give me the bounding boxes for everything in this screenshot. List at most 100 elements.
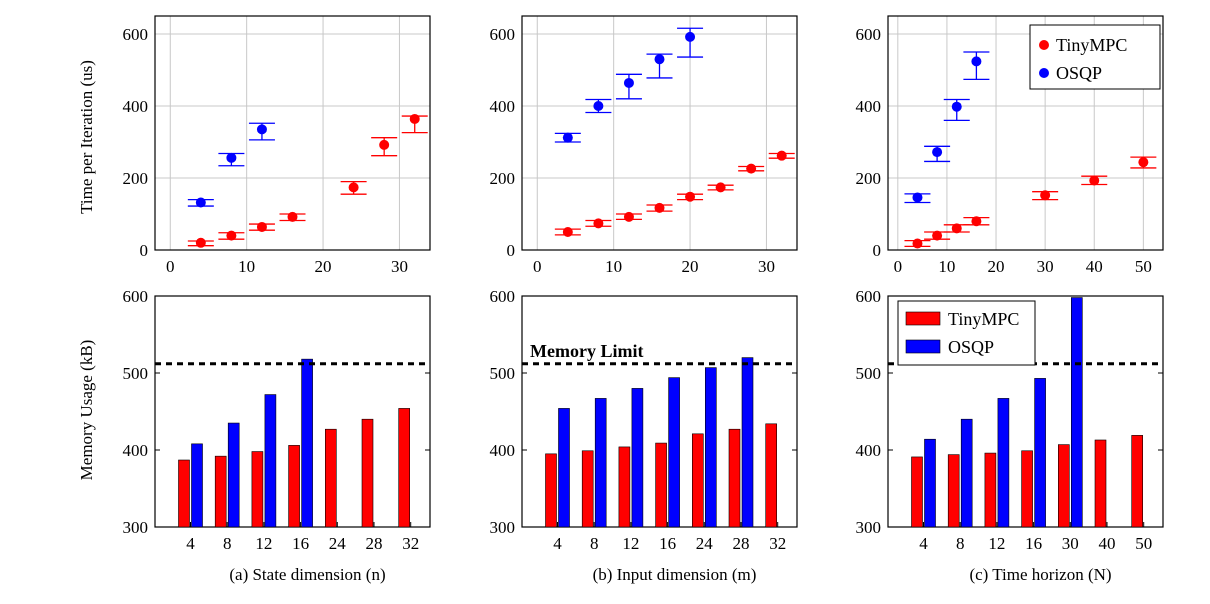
data-point-tinympc xyxy=(348,182,359,193)
bar-tinympc xyxy=(984,452,997,528)
x-tick-label: 30 xyxy=(391,257,408,276)
memory-limit-label: Memory Limit xyxy=(530,341,643,361)
data-point-tinympc xyxy=(623,211,634,222)
legend-swatch xyxy=(905,311,941,326)
y-tick-label: 400 xyxy=(490,441,516,460)
x-tick-label: 4 xyxy=(919,534,928,553)
x-tick-label: 8 xyxy=(590,534,599,553)
y-tick-label: 600 xyxy=(490,25,516,44)
bar-tinympc xyxy=(1021,450,1033,528)
plot-frame xyxy=(887,15,1164,251)
bar-tinympc xyxy=(214,455,227,528)
data-point-osqp xyxy=(593,101,604,111)
y-tick-label: 600 xyxy=(856,25,882,44)
data-point-tinympc xyxy=(226,230,237,241)
bar-osqp xyxy=(191,443,203,528)
y-tick-label: 600 xyxy=(490,287,516,306)
data-point-tinympc xyxy=(1040,190,1051,201)
bar-osqp xyxy=(301,358,313,528)
y-tick-label: 400 xyxy=(856,441,882,460)
y-tick-label: 600 xyxy=(123,287,149,306)
x-tick-label: 24 xyxy=(696,534,714,553)
data-point-tinympc xyxy=(746,163,757,174)
panel-caption: (a) State dimension (n) xyxy=(229,565,385,584)
data-point-osqp xyxy=(685,31,696,42)
x-tick-label: 50 xyxy=(1135,534,1152,553)
panel-a-bottom: 300 400 500 600 4 8 12 16 24 28 32 (a) State dimens… xyxy=(123,287,431,584)
y-tick-label: 0 xyxy=(873,241,882,260)
x-tick-label: 16 xyxy=(292,534,309,553)
data-point-tinympc xyxy=(932,230,943,241)
y-tick-label: 500 xyxy=(856,364,882,383)
y-tick-label: 400 xyxy=(123,97,149,116)
bar-osqp xyxy=(227,422,240,528)
x-tick-label: 50 xyxy=(1135,257,1152,276)
data-point-tinympc xyxy=(654,202,665,213)
y-tick-label: 500 xyxy=(123,364,149,383)
y-tick-label: 0 xyxy=(507,241,516,260)
y-tick-label: 300 xyxy=(490,518,516,537)
y-tick-label: 200 xyxy=(856,169,882,188)
x-tick-label: 4 xyxy=(553,534,562,553)
data-point-osqp xyxy=(951,101,962,112)
data-point-tinympc xyxy=(776,150,787,161)
bar-osqp xyxy=(668,377,680,528)
legend-swatch xyxy=(905,339,941,354)
data-point-tinympc xyxy=(593,218,604,229)
panel-caption: (c) Time horizon (N) xyxy=(969,565,1111,584)
x-tick-label: 8 xyxy=(223,534,232,553)
bar-tinympc xyxy=(1058,444,1070,528)
y-tick-label: 500 xyxy=(490,364,516,383)
data-point-osqp xyxy=(195,197,206,208)
bar-osqp xyxy=(1071,297,1083,528)
data-point-tinympc xyxy=(951,223,962,234)
panel-b-top: 0 10 20 30 0 200 400 600 xyxy=(490,15,798,276)
legend-label: TinyMPC xyxy=(948,309,1019,329)
data-point-osqp xyxy=(654,54,665,65)
x-tick-label: 10 xyxy=(238,257,255,276)
bar-tinympc xyxy=(691,433,704,528)
x-tick-label: 20 xyxy=(988,257,1005,276)
data-point-osqp xyxy=(256,124,267,135)
panel-c-bottom: 300 400 500 600 4 8 12 16 30 40 50 (c) Time horizon… xyxy=(856,287,1164,584)
y-tick-label: 300 xyxy=(856,518,882,537)
data-point-tinympc xyxy=(1089,175,1100,186)
x-tick-label: 28 xyxy=(366,534,383,553)
bar-tinympc xyxy=(581,450,594,528)
bar-osqp xyxy=(594,398,607,528)
bar-tinympc xyxy=(251,451,264,528)
x-tick-label: 40 xyxy=(1086,257,1103,276)
bar-tinympc xyxy=(398,408,411,528)
bar-tinympc xyxy=(911,456,923,528)
panel-c-top: 0 10 20 30 40 50 0 200 400 600 TinyMPC OSQP xyxy=(856,15,1164,276)
legend-label: OSQP xyxy=(948,337,994,357)
data-point-osqp xyxy=(623,77,634,88)
x-tick-label: 0 xyxy=(166,257,175,276)
data-point-tinympc xyxy=(685,191,696,202)
data-point-osqp xyxy=(971,56,982,67)
panel-a-top: 0 10 20 30 0 200 400 600 xyxy=(123,15,431,276)
x-tick-label: 28 xyxy=(733,534,750,553)
bar-osqp xyxy=(704,367,717,528)
bar-tinympc xyxy=(947,454,960,528)
bar-tinympc xyxy=(728,428,741,528)
bar-osqp xyxy=(631,388,644,528)
y-tick-label: 400 xyxy=(123,441,149,460)
x-tick-label: 20 xyxy=(682,257,699,276)
x-tick-label: 0 xyxy=(894,257,903,276)
bar-tinympc xyxy=(765,423,778,528)
bar-osqp xyxy=(741,357,754,528)
x-tick-label: 30 xyxy=(1037,257,1054,276)
x-tick-label: 10 xyxy=(938,257,955,276)
legend-marker xyxy=(1039,40,1049,50)
y-tick-label: 200 xyxy=(123,169,149,188)
data-point-osqp xyxy=(912,192,923,203)
x-tick-label: 12 xyxy=(622,534,639,553)
x-tick-label: 12 xyxy=(255,534,272,553)
bar-osqp xyxy=(924,438,936,528)
y-tick-label: 400 xyxy=(856,97,882,116)
data-point-tinympc xyxy=(971,216,982,227)
x-tick-label: 10 xyxy=(605,257,622,276)
legend: TinyMPC OSQP xyxy=(897,300,1036,366)
bar-osqp xyxy=(960,418,973,528)
